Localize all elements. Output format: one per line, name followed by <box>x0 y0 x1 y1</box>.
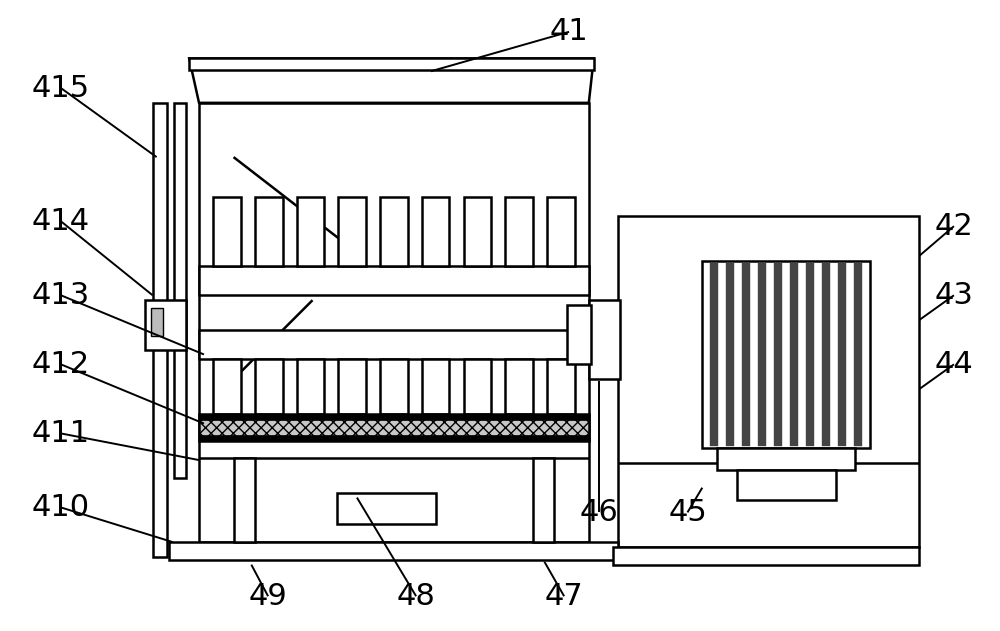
Bar <box>213 360 241 414</box>
Bar <box>726 262 734 446</box>
Bar <box>199 414 589 441</box>
Bar <box>464 360 491 414</box>
Bar <box>199 103 589 542</box>
Bar <box>153 103 167 557</box>
Bar <box>702 261 870 448</box>
Text: 47: 47 <box>545 582 584 611</box>
Bar <box>189 59 594 70</box>
Bar <box>854 262 862 446</box>
Bar <box>199 266 589 295</box>
Text: 415: 415 <box>32 74 90 103</box>
Bar <box>380 197 408 266</box>
Text: 44: 44 <box>935 350 973 379</box>
Text: 42: 42 <box>935 211 973 240</box>
Text: 41: 41 <box>550 17 588 46</box>
Bar <box>338 360 366 414</box>
Bar <box>174 103 186 478</box>
Bar <box>613 547 919 565</box>
Text: 412: 412 <box>32 350 90 379</box>
Bar <box>758 262 766 446</box>
Bar <box>380 360 408 414</box>
Bar <box>234 458 255 542</box>
Text: 45: 45 <box>668 498 707 527</box>
Bar <box>838 262 846 446</box>
Bar <box>505 360 533 414</box>
Bar <box>742 262 750 446</box>
Text: 43: 43 <box>934 281 973 310</box>
Bar <box>297 197 324 266</box>
Bar <box>338 197 366 266</box>
Bar <box>547 360 575 414</box>
Text: 414: 414 <box>32 207 90 236</box>
Polygon shape <box>189 59 594 103</box>
Bar <box>199 435 589 441</box>
Bar <box>255 360 283 414</box>
Text: 410: 410 <box>32 493 90 522</box>
Text: 48: 48 <box>397 582 436 611</box>
Bar <box>806 262 814 446</box>
Bar <box>567 305 591 364</box>
Bar <box>790 262 798 446</box>
Bar <box>710 262 718 446</box>
Bar <box>297 360 324 414</box>
Bar <box>774 262 782 446</box>
Bar <box>547 197 575 266</box>
Text: 411: 411 <box>32 419 90 448</box>
Bar <box>151 308 163 336</box>
Bar <box>422 360 449 414</box>
Bar <box>589 300 620 379</box>
Bar <box>505 197 533 266</box>
Bar <box>199 414 589 420</box>
Bar <box>255 197 283 266</box>
Text: 46: 46 <box>579 498 618 527</box>
Bar <box>618 216 919 547</box>
Bar <box>337 493 436 524</box>
Bar <box>464 197 491 266</box>
Bar <box>145 300 186 350</box>
Bar <box>737 470 836 500</box>
Text: 49: 49 <box>249 582 287 611</box>
Bar <box>422 197 449 266</box>
Bar <box>213 197 241 266</box>
Text: 413: 413 <box>32 281 90 310</box>
Bar <box>533 458 554 542</box>
Bar <box>822 262 830 446</box>
Bar <box>169 542 618 560</box>
Bar <box>199 330 589 360</box>
Bar <box>717 448 855 470</box>
